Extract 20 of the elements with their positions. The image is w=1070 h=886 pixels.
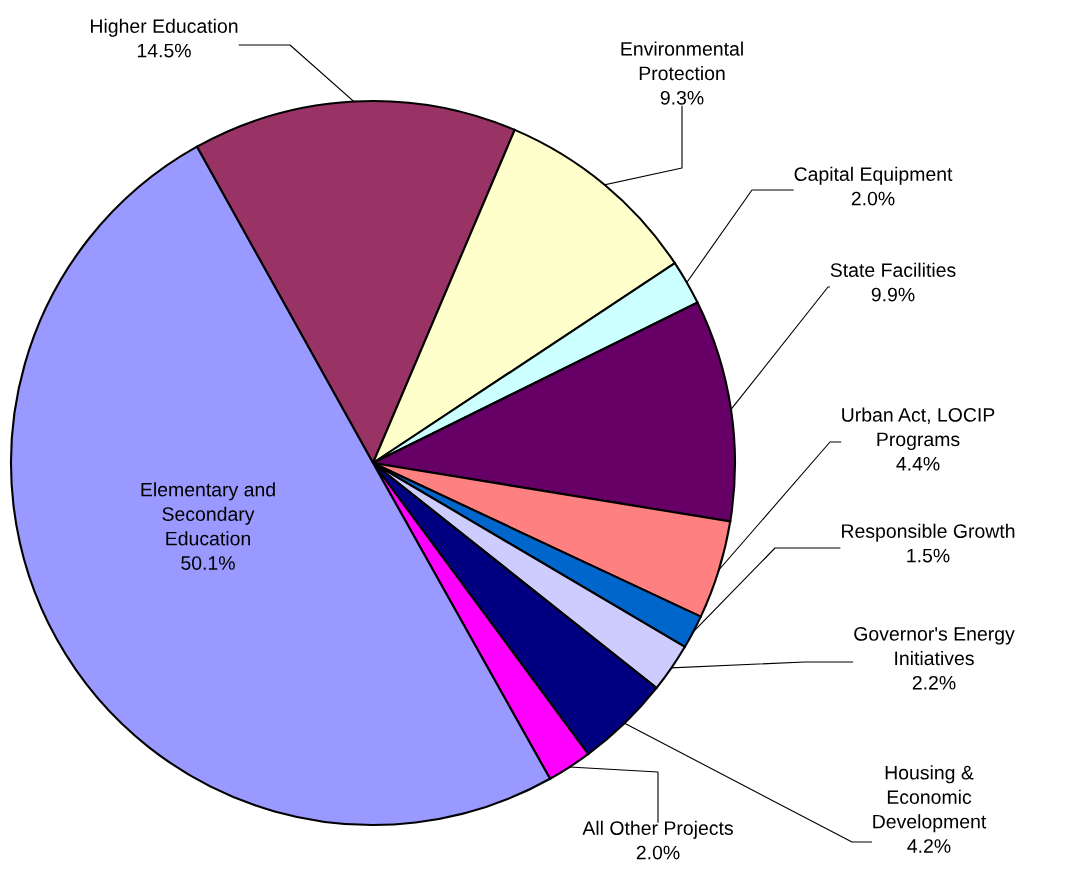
data-label: 9.3% [660,90,704,105]
data-label: 2.0% [636,845,680,860]
slice-label: Elementary and Secondary Education [141,482,275,546]
data-label: 9.9% [871,287,915,302]
slice-label: Urban Act, LOCIP Programs [842,407,995,451]
data-label: 4.2% [907,839,951,853]
slice-label: Capital Equipment [794,166,953,185]
data-label: 50.1% [181,556,235,570]
slice-label: All Other Projects [582,820,733,839]
data-label: 2.2% [912,675,956,690]
data-label: 14.5% [137,43,191,58]
slice-label: Environmental Protection [621,41,743,81]
data-label: 2.0% [851,191,895,206]
slice-label: Responsible Growth [842,523,1015,542]
slice-label: Higher Education [91,18,238,37]
slice-label: Housing & Economic Development [873,765,987,833]
slice-label: Governor's Energy Initiatives [854,626,1015,666]
data-label: 4.4% [896,457,940,471]
slice-label: State Facilities [830,262,956,277]
data-label: 1.5% [907,548,950,563]
